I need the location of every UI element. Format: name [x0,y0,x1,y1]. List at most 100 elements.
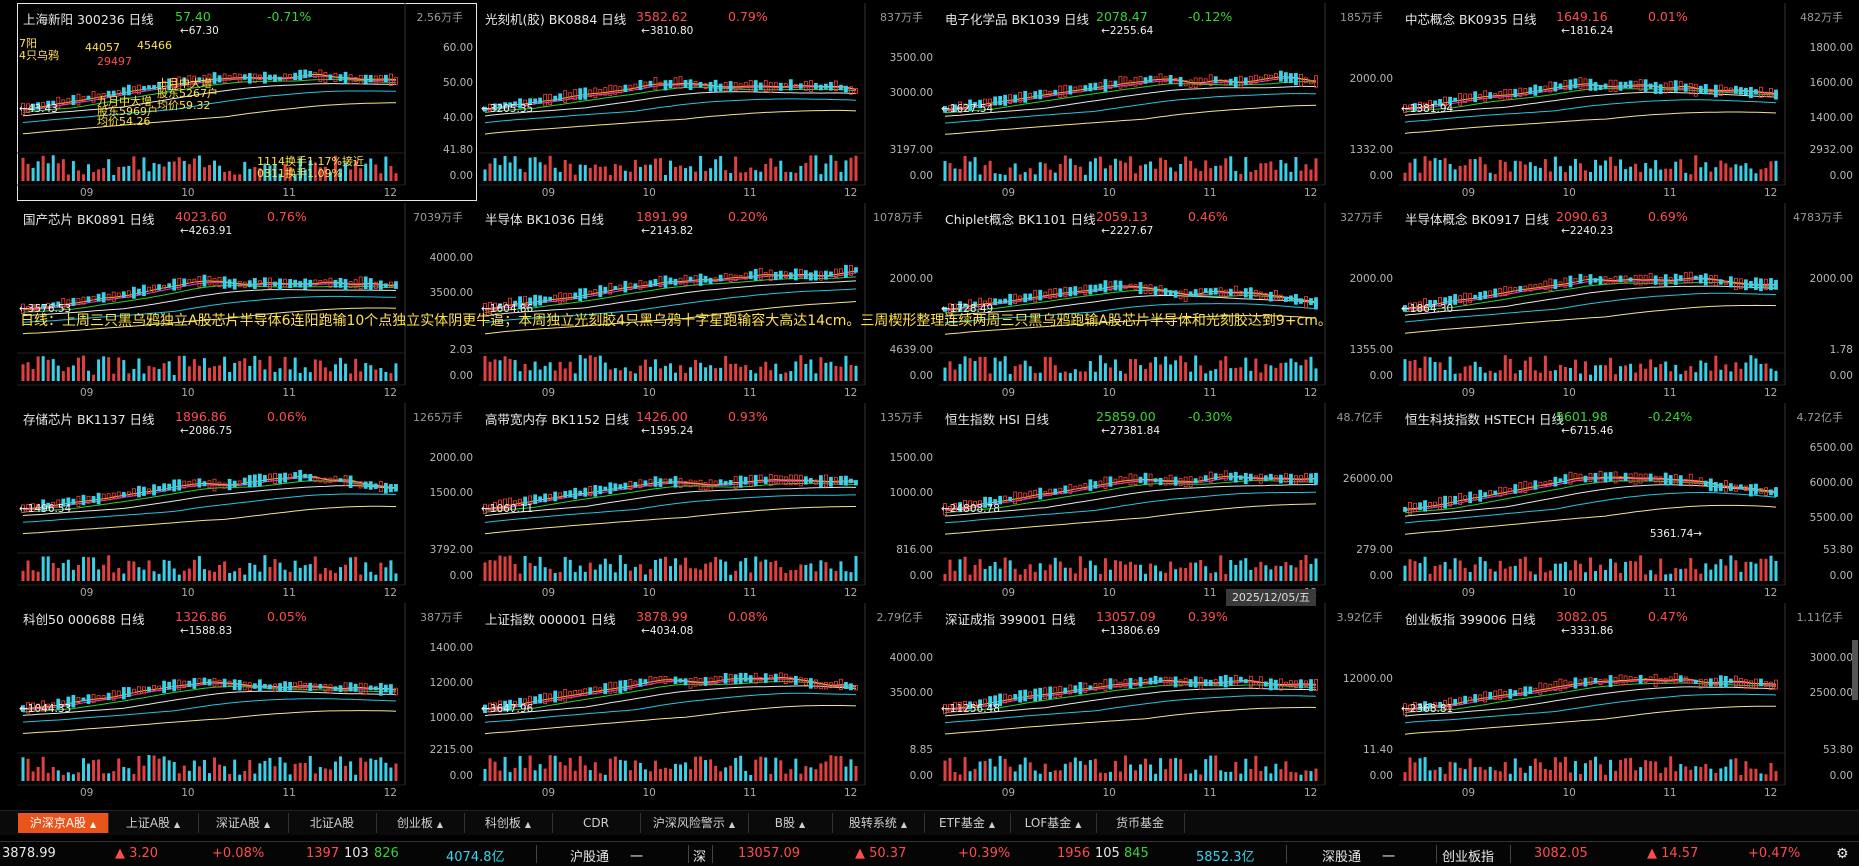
kline-chart[interactable] [1399,203,1857,401]
panel-volume: 387万手 [420,611,463,624]
chart-panel-BK1039[interactable]: 电子化学品 BK1039 日线 2078.47 -0.12% 185万手 2000.00… [939,3,1397,201]
x-axis-month: 12 [383,387,397,399]
chart-panel-300236[interactable]: 上海新阳 300236 日线 57.40 -0.71% 2.56万手 60.00 50.0… [17,3,477,201]
chart-annotation: 十月中大增 [157,77,212,90]
panel-volume: 327万手 [1340,211,1383,224]
kline-chart[interactable] [939,603,1397,801]
high-marker: ←13806.69 [1101,625,1161,637]
panel-volume: 3.92亿手 [1336,611,1384,624]
chart-panel-399006[interactable]: 创业板指 399006 日线 3082.05 0.47% 1.11亿手 3000.00 2… [1399,603,1857,801]
panel-header: 上海新阳 300236 日线 57.40 -0.71% 2.56万手 [23,6,464,27]
tab-6[interactable]: CDR [552,813,641,833]
kline-chart[interactable] [1399,403,1857,601]
chart-grid: 上海新阳 300236 日线 57.40 -0.71% 2.56万手 60.00 50.0… [17,3,1857,801]
kline-chart[interactable] [17,3,477,201]
kline-chart[interactable] [17,203,477,401]
volume-axis-tick: 2.03 [449,344,473,356]
tab-dropdown-icon: ▲ [900,820,908,829]
chart-panel-BK1101[interactable]: Chiplet概念 BK1101 日线 2059.13 0.46% 327万手 2000… [939,203,1397,401]
sh-flat-count: 103 [344,846,369,861]
tab-label: ETF基金 [939,816,985,830]
hgt-value: 一 [630,850,644,865]
chart-panel-BK0891[interactable]: 国产芯片 BK0891 日线 4023.60 0.76% 7039万手 4000.00 3… [17,203,477,401]
y-axis-tick: 3500.00 [889,687,933,699]
y-axis-tick: 1000.00 [429,712,473,724]
chart-panel-HSI[interactable]: 恒生指数 HSI 日线 25859.00 -0.30% 48.7亿手 26000.00 2… [939,403,1397,601]
chart-panel-BK1036[interactable]: 半导体 BK1036 日线 1891.99 0.20% 1078万手 2000.00 46… [479,203,937,401]
volume-axis-tick: 0.00 [1829,570,1853,582]
tab-4[interactable]: 创业板 ▲ [376,813,465,833]
kline-chart[interactable] [479,403,937,601]
x-axis-month: 11 [1203,387,1217,399]
panel-price: 25859.00 [1096,409,1156,424]
panel-change-pct: -0.30% [1188,409,1233,424]
y-axis-tick: 2500.00 [1809,687,1853,699]
sz-index-value: 13057.09 [738,846,801,861]
tab-10[interactable]: ETF基金 ▲ [924,813,1011,833]
hgt-label[interactable]: 沪股通 [570,850,610,865]
chart-panel-000688[interactable]: 科创50 000688 日线 1326.86 0.05% 387万手 1400.00 12… [17,603,477,801]
kline-chart[interactable] [939,3,1397,201]
x-axis-month: 10 [642,787,656,799]
kline-chart[interactable] [939,403,1397,601]
date-tooltip: 2025/12/05/五 [1226,589,1316,606]
chart-panel-000001[interactable]: 上证指数 000001 日线 3878.99 0.08% 2.79亿手 4000.00 3… [479,603,937,801]
chart-annotation: 29497 [97,55,132,68]
kline-chart[interactable] [479,3,937,201]
kline-chart[interactable] [479,603,937,801]
y-axis-tick: 1500.00 [889,452,933,464]
x-axis-month: 09 [1001,787,1016,799]
x-axis-month: 10 [642,587,656,599]
tab-8[interactable]: B股 ▲ [748,813,833,833]
x-axis-month: 10 [181,787,195,799]
x-axis-month: 12 [1763,787,1778,799]
kline-chart[interactable] [1399,3,1857,201]
chart-panel-BK1152[interactable]: 高带宽内存 BK1152 日线 1426.00 0.93% 135万手 1500.00 1… [479,403,937,601]
x-axis-month: 12 [843,387,858,399]
panel-change-pct: 0.46% [1188,209,1228,224]
panel-change-pct: 0.05% [267,609,307,624]
x-axis-month: 11 [1203,587,1217,599]
tab-3[interactable]: 北证A股 [288,813,377,833]
kline-chart[interactable] [17,403,477,601]
chart-panel-BK0935[interactable]: 中芯概念 BK0935 日线 1649.16 0.01% 482万手 1800.00 16… [1399,3,1857,201]
tab-dropdown-icon: ▲ [524,820,532,829]
x-axis-month: 10 [1562,187,1576,199]
tab-7[interactable]: 沪深风险警示 ▲ [640,813,749,833]
panel-volume: 185万手 [1340,11,1383,24]
panel-change-pct: 0.01% [1648,9,1688,24]
y-axis-tick: 6500.00 [1809,442,1853,454]
y-axis-tick: 3000.00 [889,87,933,99]
y-axis-tick: 2000.00 [889,273,933,285]
kline-chart[interactable] [479,203,937,401]
tab-0[interactable]: 沪深京A股 ▲ [18,813,109,833]
tab-11[interactable]: LOF基金 ▲ [1010,813,1097,833]
tab-1[interactable]: 上证A股 ▲ [108,813,199,833]
kline-chart[interactable] [17,603,477,801]
chart-panel-399001[interactable]: 深证成指 399001 日线 13057.09 0.39% 3.92亿手 12000.0… [939,603,1397,801]
chart-panel-BK0917[interactable]: 半导体概念 BK0917 日线 2090.63 0.69% 4783万手 2000.00… [1399,203,1857,401]
low-marker: ←11256.48 [941,703,1000,715]
volume-axis-tick: 0.00 [1829,170,1853,182]
tab-9[interactable]: 股转系统 ▲ [832,813,925,833]
y-axis-tick: 2000.00 [1349,273,1393,285]
panel-volume: 2.56万手 [416,11,464,24]
volume-axis-tick: 816.00 [896,544,933,556]
y-axis-tick: 1500.00 [429,487,473,499]
x-axis-month: 10 [1102,187,1116,199]
settings-gear-icon[interactable]: ⚙ [1836,846,1849,862]
kline-chart[interactable] [1399,603,1857,801]
panel-change-pct: -0.24% [1648,409,1693,424]
tab-2[interactable]: 深证A股 ▲ [198,813,289,833]
sgt-label[interactable]: 深股通 [1322,850,1362,865]
panel-header: 深证成指 399001 日线 13057.09 0.39% 3.92亿手 [945,606,1384,627]
scrollbar[interactable] [1852,640,1858,700]
tab-5[interactable]: 科创板 ▲ [464,813,553,833]
volume-axis-tick: 0.00 [1369,770,1393,782]
chart-panel-HSTECH[interactable]: 恒生科技指数 HSTECH 日线 5601.98 -0.24% 4.72亿手 6500.… [1399,403,1857,601]
chart-panel-BK1137[interactable]: 存储芯片 BK1137 日线 1896.86 0.06% 1265万手 2000.00 1… [17,403,477,601]
chart-panel-BK0884[interactable]: 光刻机(胶) BK0884 日线 3582.62 0.79% 837万手 3500.00… [479,3,937,201]
panel-price: 2090.63 [1556,209,1608,224]
kline-chart[interactable] [939,203,1397,401]
tab-12[interactable]: 货币基金 [1096,813,1185,833]
